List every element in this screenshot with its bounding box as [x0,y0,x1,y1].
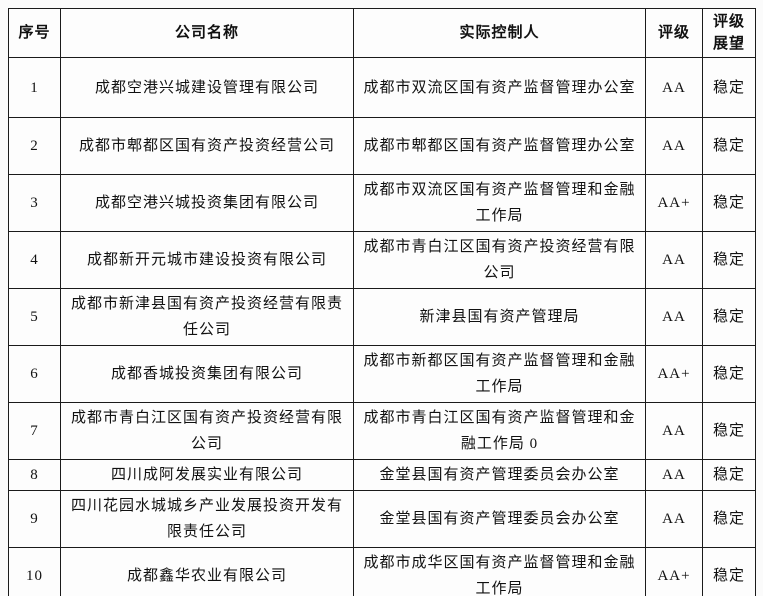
company-name: 四川花园水城城乡产业发展投资开发有限责任公司 [60,490,354,548]
table-row: 2 成都市郫都区国有资产投资经营公司 成都市郫都区国有资产监督管理办公室 AA … [8,117,756,175]
rating-value: AA [645,57,703,118]
rating-value: AA [645,288,703,346]
outlook-value: 稳定 [702,57,756,118]
header-cell-controller: 实际控制人 [353,8,646,58]
table-row: 10 成都鑫华农业有限公司 成都市成华区国有资产监督管理和金融工作局 AA+ 稳… [8,547,756,596]
outlook-value: 稳定 [702,174,756,232]
header-cell-company: 公司名称 [60,8,354,58]
actual-controller: 金堂县国有资产管理委员会办公室 [353,459,646,491]
actual-controller: 成都市郫都区国有资产监督管理办公室 [353,117,646,175]
outlook-value: 稳定 [702,490,756,548]
row-number: 4 [8,231,61,289]
actual-controller: 成都市成华区国有资产监督管理和金融工作局 [353,547,646,596]
rating-value: AA+ [645,547,703,596]
outlook-value: 稳定 [702,402,756,460]
company-name: 四川成阿发展实业有限公司 [60,459,354,491]
rating-value: AA [645,402,703,460]
table-row: 6 成都香城投资集团有限公司 成都市新都区国有资产监督管理和金融工作局 AA+ … [8,345,756,403]
rating-value: AA+ [645,345,703,403]
company-name: 成都空港兴城投资集团有限公司 [60,174,354,232]
table-row: 7 成都市青白江区国有资产投资经营有限公司 成都市青白江区国有资产监督管理和金融… [8,402,756,460]
header-cell-outlook: 评级展望 [702,8,756,58]
actual-controller: 金堂县国有资产管理委员会办公室 [353,490,646,548]
actual-controller: 成都市青白江区国有资产投资经营有限公司 [353,231,646,289]
table-row: 1 成都空港兴城建设管理有限公司 成都市双流区国有资产监督管理办公室 AA 稳定 [8,57,756,118]
row-number: 6 [8,345,61,403]
table-row: 3 成都空港兴城投资集团有限公司 成都市双流区国有资产监督管理和金融工作局 AA… [8,174,756,232]
row-number: 7 [8,402,61,460]
actual-controller: 成都市双流区国有资产监督管理和金融工作局 [353,174,646,232]
rating-value: AA [645,231,703,289]
row-number: 1 [8,57,61,118]
rating-value: AA [645,459,703,491]
row-number: 8 [8,459,61,491]
row-number: 2 [8,117,61,175]
outlook-value: 稳定 [702,231,756,289]
table-row: 9 四川花园水城城乡产业发展投资开发有限责任公司 金堂县国有资产管理委员会办公室… [8,490,756,548]
actual-controller: 新津县国有资产管理局 [353,288,646,346]
header-cell-rating: 评级 [645,8,703,58]
company-name: 成都香城投资集团有限公司 [60,345,354,403]
row-number: 5 [8,288,61,346]
outlook-value: 稳定 [702,288,756,346]
rating-value: AA+ [645,174,703,232]
table-row: 5 成都市新津县国有资产投资经营有限责任公司 新津县国有资产管理局 AA 稳定 [8,288,756,346]
row-number: 3 [8,174,61,232]
actual-controller: 成都市青白江区国有资产监督管理和金融工作局 0 [353,402,646,460]
row-number: 10 [8,547,61,596]
row-number: 9 [8,490,61,548]
table-row: 8 四川成阿发展实业有限公司 金堂县国有资产管理委员会办公室 AA 稳定 [8,459,756,491]
outlook-value: 稳定 [702,345,756,403]
outlook-value: 稳定 [702,547,756,596]
company-name: 成都新开元城市建设投资有限公司 [60,231,354,289]
company-name: 成都市郫都区国有资产投资经营公司 [60,117,354,175]
company-name: 成都空港兴城建设管理有限公司 [60,57,354,118]
actual-controller: 成都市新都区国有资产监督管理和金融工作局 [353,345,646,403]
rating-value: AA [645,117,703,175]
company-rating-table: 序号 公司名称 实际控制人 评级 评级展望 1 成都空港兴城建设管理有限公司 成… [8,8,756,596]
outlook-value: 稳定 [702,117,756,175]
actual-controller: 成都市双流区国有资产监督管理办公室 [353,57,646,118]
header-cell-no: 序号 [8,8,61,58]
header-row: 序号 公司名称 实际控制人 评级 评级展望 [8,8,756,58]
company-name: 成都鑫华农业有限公司 [60,547,354,596]
company-name: 成都市青白江区国有资产投资经营有限公司 [60,402,354,460]
rating-value: AA [645,490,703,548]
table-row: 4 成都新开元城市建设投资有限公司 成都市青白江区国有资产投资经营有限公司 AA… [8,231,756,289]
company-name: 成都市新津县国有资产投资经营有限责任公司 [60,288,354,346]
outlook-value: 稳定 [702,459,756,491]
